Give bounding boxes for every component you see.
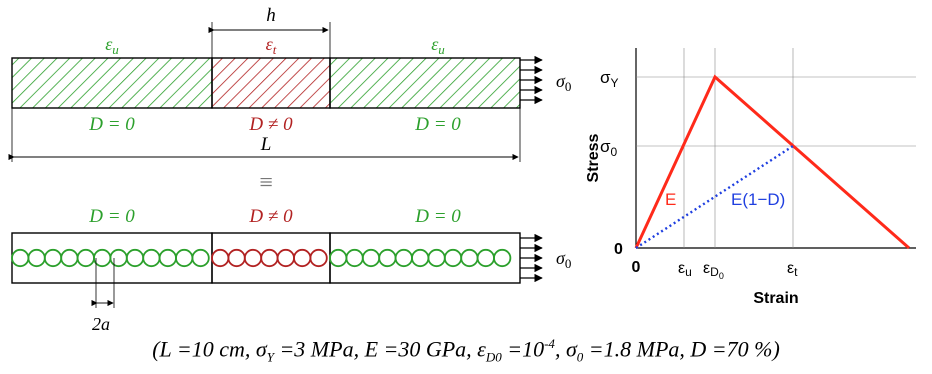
ytick-zero: 0	[614, 241, 623, 258]
particle-circle	[27, 248, 46, 268]
bottom-stress-label: σ0	[556, 248, 571, 271]
label-E-1-D: E(1−D)	[731, 190, 785, 209]
damaged-modulus-line	[635, 144, 794, 250]
particle-circle	[260, 248, 279, 268]
particle-circle	[175, 248, 194, 268]
particle-circle	[293, 248, 312, 268]
ytick-sigma-0: σ0	[600, 137, 618, 159]
particle-circle	[411, 248, 430, 268]
label-E: E	[665, 190, 676, 209]
particle-circle	[476, 248, 495, 268]
particle-circle	[345, 248, 364, 268]
particle-circle	[11, 248, 30, 268]
parameters-caption: (L =10 cm, σY =3 MPa, E =30 GPa, εD0 =10…	[152, 336, 780, 365]
particle-circle	[93, 248, 112, 268]
y-axis-title: Stress	[585, 133, 602, 182]
particle-circle	[329, 248, 348, 268]
particle-chain	[11, 248, 512, 268]
particle-circle	[158, 248, 177, 268]
particle-circle	[427, 248, 446, 268]
top-left-damage-label: D = 0	[88, 114, 135, 135]
right-strain-label: εu	[431, 34, 445, 57]
particle-circle	[378, 248, 397, 268]
xtick-eps-d0: εD0	[703, 260, 724, 281]
top-mid-damage-label: D ≠ 0	[248, 114, 293, 135]
particle-circle	[460, 248, 479, 268]
xtick-eps-u: εu	[678, 260, 692, 279]
bottom-bar-outline-mid	[211, 232, 331, 284]
bottom-mid-damage-label: D ≠ 0	[248, 206, 293, 227]
particle-circle	[191, 248, 210, 268]
h-label: h	[266, 5, 276, 26]
particle-circle	[125, 248, 145, 268]
top-stress-label: σ0	[556, 71, 571, 94]
top-stress-arrows	[520, 55, 543, 105]
x-axis-title: Strain	[753, 290, 798, 307]
left-hatched-segment	[11, 57, 213, 109]
particle-circle	[109, 248, 128, 268]
particle-circle	[227, 248, 246, 268]
bottom-stress-arrows	[520, 233, 543, 283]
bottom-right-damage-label: D = 0	[414, 206, 461, 227]
particle-circle	[142, 248, 161, 268]
mid-hatched-segment	[211, 57, 331, 109]
stress-strain-chart: E E(1−D) σY σ0 0 Stress 0 εu εD0 εt Stra…	[585, 48, 916, 307]
2a-label: 2a	[92, 314, 110, 334]
equivalence-sign: ≡	[259, 170, 273, 196]
xtick-eps-t: εt	[787, 260, 798, 279]
bottom-left-damage-label: D = 0	[88, 206, 135, 227]
particle-circle	[493, 248, 512, 268]
particle-circle	[243, 248, 263, 268]
particle-circle	[43, 248, 63, 268]
particle-circle	[276, 248, 295, 268]
particle-circle	[394, 248, 413, 268]
particle-circle	[309, 248, 328, 268]
particle-circle	[60, 248, 79, 268]
ytick-sigma-y: σY	[600, 68, 619, 90]
bottom-bar-outline-left	[11, 232, 213, 284]
bottom-bar: D = 0 D ≠ 0 D = 0 σ0 2a	[11, 206, 571, 334]
particle-circle	[361, 248, 381, 268]
loading-curve	[634, 74, 910, 250]
particle-circle	[443, 248, 463, 268]
L-label: L	[260, 134, 272, 155]
right-hatched-segment	[329, 57, 521, 109]
left-strain-label: εu	[105, 34, 119, 57]
particle-circle	[76, 248, 95, 268]
top-bar: h εu εt εu σ0 D = 0 D ≠ 0 D = 0 L	[8, 5, 571, 162]
mid-strain-label: εt	[266, 34, 277, 57]
bottom-bar-outline-right	[329, 232, 521, 284]
particle-circle	[211, 248, 230, 268]
top-right-damage-label: D = 0	[414, 114, 461, 135]
xtick-zero: 0	[632, 259, 641, 276]
